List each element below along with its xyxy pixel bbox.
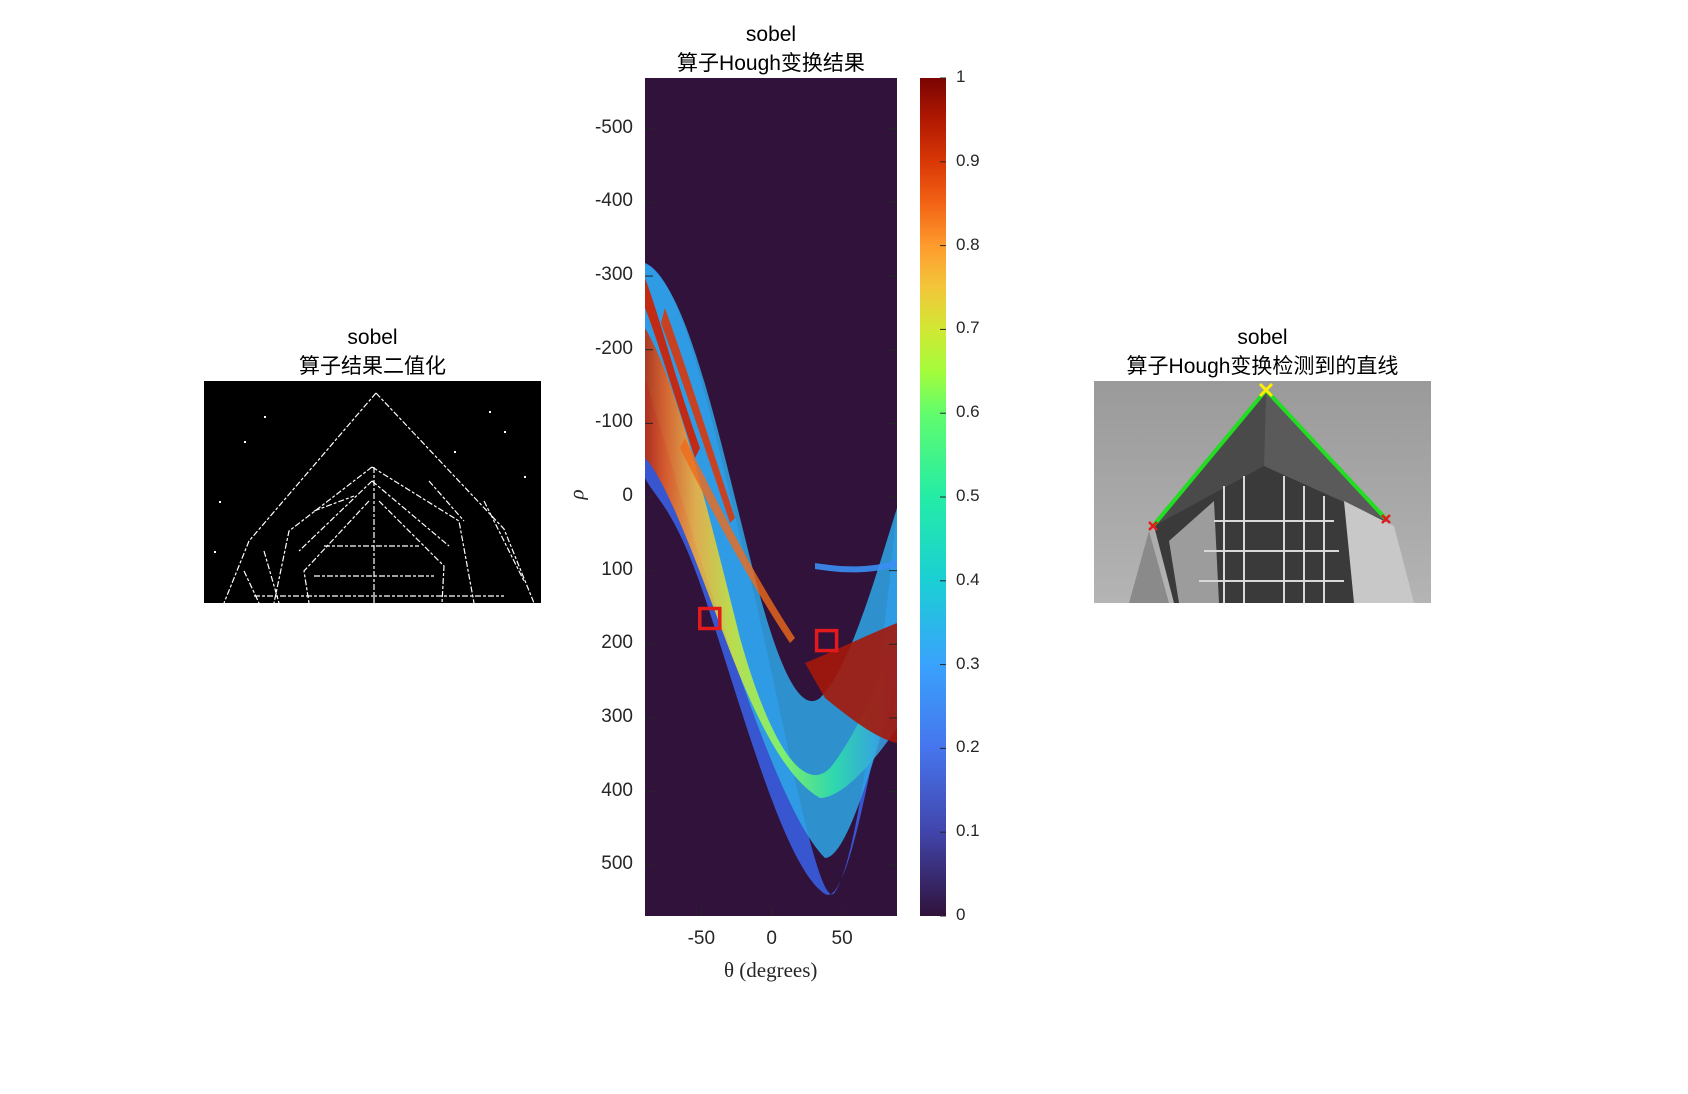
detected-lines-image [1094,381,1431,603]
x-tick-label: -50 [687,928,716,949]
line-start-marker [1258,382,1274,398]
right-title: sobel 算子Hough变换检测到的直线 [1094,323,1431,381]
y-tick-label: -300 [594,264,633,286]
binary-edge-image [204,381,541,604]
hough-title-line2: 算子Hough变换结果 [677,52,865,75]
y-tick-label: -500 [594,116,633,138]
x-tick-label: 0 [766,928,777,949]
y-tick-label: -400 [594,190,633,212]
colorbar-tick-label: 0 [956,905,966,924]
colorbar-tick-label: 0.9 [956,150,980,170]
y-tick-label: 200 [601,632,633,654]
y-tick-label: 500 [601,853,633,875]
y-tick-label: -100 [594,411,633,433]
colorbar-tick-label: 0.7 [956,318,980,338]
hough-heatmap [645,78,897,916]
colorbar-tick-label: 0.8 [956,234,980,254]
y-tick-label: -200 [594,337,633,359]
detected-line-right [1264,388,1388,521]
y-tick-label: 0 [622,485,633,506]
left-title-line1: sobel [347,326,398,349]
hough-peak-marker [814,628,839,653]
hough-peak-marker [698,606,722,631]
right-title-line1: sobel [1237,326,1288,349]
colorbar [920,77,946,917]
hough-title: sobel 算子Hough变换结果 [645,20,897,78]
left-title: sobel 算子结果二值化 [204,323,541,381]
right-title-line2: 算子Hough变换检测到的直线 [1126,355,1399,378]
colorbar-tick-label: 0.5 [956,486,980,505]
x-tick-label: 50 [831,928,853,949]
hough-ylabel: ρ [564,489,589,500]
y-tick-label: 400 [601,779,633,801]
y-tick-label: 100 [601,558,633,580]
colorbar-tick-label: 0.4 [956,569,980,589]
colorbar-tick-label: 0.6 [956,402,980,422]
line-end-marker-right [1381,514,1391,524]
colorbar-tick-label: 1 [956,67,966,86]
hough-xlabel: θ (degrees) [724,958,818,982]
y-tick-label: 300 [601,705,633,727]
left-title-line2: 算子结果二值化 [299,355,446,378]
colorbar-tick-label: 0.3 [956,653,980,673]
colorbar-tick-label: 0.2 [956,737,980,757]
detected-line-left [1151,388,1268,528]
hough-title-line1: sobel [745,23,797,46]
colorbar-tick-label: 0.1 [956,821,980,841]
line-end-marker-left [1148,521,1158,531]
